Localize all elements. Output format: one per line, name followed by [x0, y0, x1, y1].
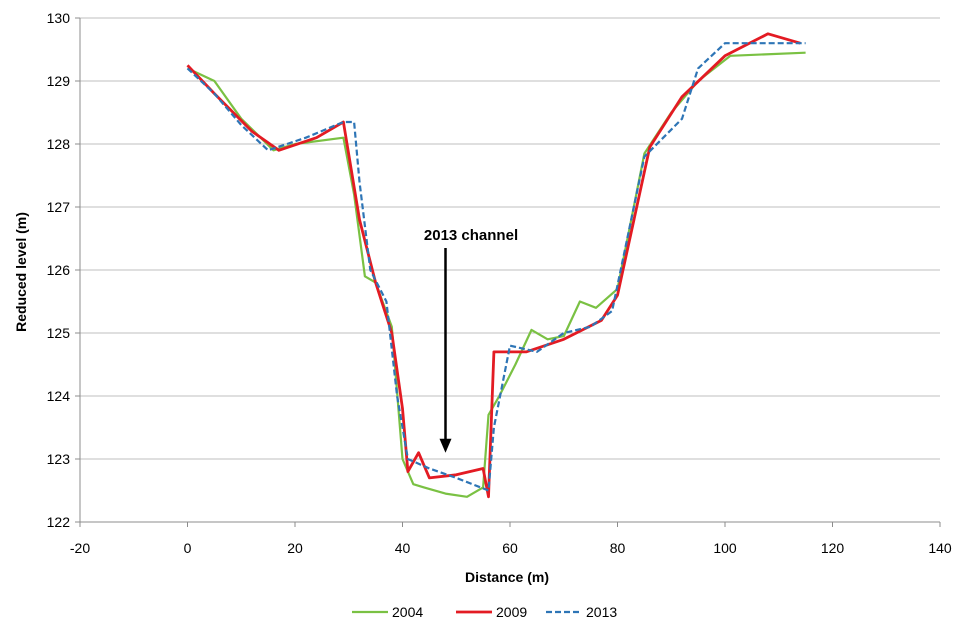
- x-tick-label: 80: [610, 540, 626, 556]
- x-tick-label: 100: [713, 540, 737, 556]
- x-tick-label: 20: [287, 540, 303, 556]
- y-axis-title: Reduced level (m): [13, 212, 29, 332]
- legend-label-2004: 2004: [392, 604, 423, 620]
- y-tick-labels: 122 123 124 125 126 127 128 129 130: [47, 10, 71, 530]
- y-tick-label: 123: [47, 451, 71, 467]
- y-tick-label: 128: [47, 136, 71, 152]
- series-line-2004: [187, 51, 806, 498]
- y-tick-label: 130: [47, 10, 71, 26]
- series-line-2013: [186, 42, 806, 492]
- annotation: 2013 channel: [424, 227, 518, 453]
- x-tick-label: 140: [928, 540, 952, 556]
- y-tick-label: 125: [47, 325, 71, 341]
- x-tick-label: 40: [395, 540, 411, 556]
- x-tick-label: 60: [502, 540, 518, 556]
- x-axis-title: Distance (m): [465, 569, 549, 585]
- x-tick-label: 120: [821, 540, 845, 556]
- x-tick-labels: -20 0 20 40 60 80 100 120 140: [70, 540, 952, 556]
- y-tick-label: 126: [47, 262, 71, 278]
- y-tick-label: 124: [47, 388, 71, 404]
- annotation-label: 2013 channel: [424, 227, 518, 244]
- x-tick-label: 0: [184, 540, 192, 556]
- x-tick-label: -20: [70, 540, 90, 556]
- y-tick-label: 129: [47, 73, 71, 89]
- axes: [75, 17, 941, 527]
- y-tick-label: 127: [47, 199, 71, 215]
- gridlines: [80, 17, 940, 460]
- legend: 2004 2009 2013: [352, 604, 617, 620]
- series-lines: [186, 32, 806, 499]
- y-tick-label: 122: [47, 514, 71, 530]
- legend-label-2013: 2013: [586, 604, 617, 620]
- annotation-arrow-head: [439, 438, 452, 453]
- legend-label-2009: 2009: [496, 604, 527, 620]
- series-line-2009: [186, 32, 801, 499]
